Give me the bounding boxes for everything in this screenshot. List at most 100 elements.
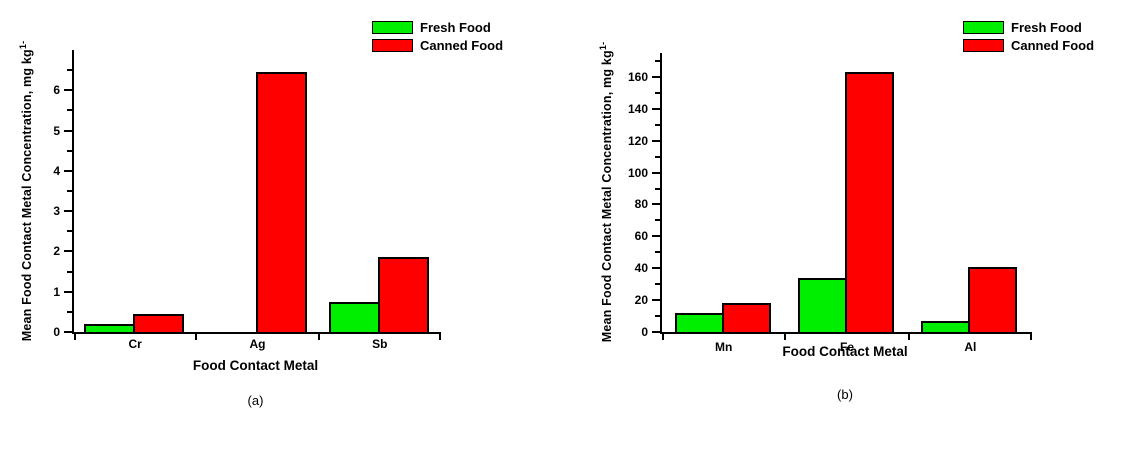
x-tick: [907, 332, 910, 340]
y-tick-label: 0: [641, 325, 648, 339]
legend-item-canned-food: Canned Food: [372, 39, 503, 52]
y-minor-tick: [655, 283, 660, 286]
chart-panel-a: Mean Food Contact Metal Concentration, m…: [17, 21, 503, 408]
plot-area-b: 0 20 40 60 80 100 120 140 160 Mn Fe Al: [628, 53, 1032, 354]
y-tick-label: 140: [627, 101, 648, 116]
legend-swatch-canned-food: [372, 39, 413, 52]
y-minor-tick: [655, 91, 660, 94]
y-minor-tick: [67, 270, 72, 273]
y-tick-label: 100: [627, 165, 648, 180]
y-axis-title-text: Mean Food Contact Metal Concentration, m…: [20, 49, 34, 342]
x-category-label: Sb: [372, 337, 388, 351]
y-tick-label: 60: [634, 229, 648, 244]
legend-b: Fresh Food Canned Food: [963, 21, 1094, 57]
y-major-tick: [64, 169, 72, 172]
sb-canned-food-bar: [378, 257, 429, 332]
y-axis-title-text: Mean Food Contact Metal Concentration, m…: [600, 50, 614, 343]
legend-item-canned-food: Canned Food: [963, 39, 1094, 52]
x-tick: [1030, 332, 1032, 340]
y-minor-tick: [67, 69, 72, 72]
y-major-tick: [652, 235, 660, 238]
y-minor-tick: [655, 123, 660, 126]
al-canned-food-bar: [968, 267, 1017, 332]
x-tick: [784, 332, 787, 340]
x-category-label: Mn: [714, 340, 733, 354]
y-major-tick: [64, 331, 72, 333]
y-minor-tick: [655, 155, 660, 158]
x-category-label: Fe: [839, 340, 855, 354]
y-major-tick: [64, 290, 72, 293]
y-tick-label: 2: [53, 244, 60, 259]
x-category-label: Cr: [128, 337, 142, 351]
y-major-tick: [652, 171, 660, 174]
legend-item-fresh-food: Fresh Food: [372, 21, 503, 34]
y-tick-label: 80: [634, 197, 648, 212]
y-axis-title: Mean Food Contact Metal Concentration, m…: [17, 40, 34, 342]
legend-item-fresh-food: Fresh Food: [963, 21, 1094, 34]
y-major-tick: [64, 250, 72, 253]
x-category-label: Al: [964, 340, 977, 354]
fe-canned-food-bar: [845, 72, 894, 332]
y-tick-label: 5: [53, 123, 60, 138]
y-tick-label: 3: [53, 204, 60, 219]
mn-fresh-food-bar: [675, 313, 724, 332]
y-tick-label: 0: [53, 325, 60, 339]
panel-caption-b: (b): [837, 387, 853, 402]
y-major-tick: [652, 75, 660, 78]
x-tick: [317, 332, 320, 340]
y-major-tick: [652, 203, 660, 206]
y-major-tick: [64, 129, 72, 132]
y-tick-label: 1: [53, 284, 60, 299]
y-tick-label: 6: [53, 83, 60, 98]
y-major-tick: [652, 139, 660, 142]
y-minor-tick: [67, 149, 72, 152]
cr-canned-food-bar: [133, 314, 184, 332]
y-tick-label: 20: [634, 293, 648, 308]
mn-canned-food-bar: [722, 303, 771, 332]
x-axis-title-b: Food Contact Metal: [782, 344, 908, 359]
panel-caption-a: (a): [247, 393, 264, 408]
y-major-tick: [652, 267, 660, 270]
y-tick-label: 160: [627, 69, 648, 84]
y-axis-title-superscript: 1-: [597, 41, 608, 51]
legend-label-fresh-food: Fresh Food: [1011, 20, 1082, 35]
ag-canned-food-bar: [256, 72, 307, 332]
legend-a: Fresh Food Canned Food: [372, 21, 503, 57]
y-minor-tick: [67, 190, 72, 192]
y-minor-tick: [67, 109, 72, 112]
y-major-tick: [64, 210, 72, 213]
y-minor-tick: [67, 230, 72, 233]
cr-fresh-food-bar: [84, 324, 135, 332]
plot-area-a: 0 1 2 3 4 5 6 Cr Ag Sb: [53, 50, 441, 351]
legend-label-fresh-food: Fresh Food: [420, 20, 491, 35]
y-minor-tick: [655, 315, 660, 318]
y-major-tick: [652, 299, 660, 302]
y-tick-label: 120: [627, 133, 648, 148]
legend-swatch-fresh-food: [372, 21, 413, 34]
x-tick: [195, 332, 198, 340]
y-axis-title-superscript: 1-: [17, 40, 28, 50]
y-axis-title: Mean Food Contact Metal Concentration, m…: [597, 41, 614, 343]
sb-fresh-food-bar: [329, 302, 380, 332]
y-minor-tick: [67, 310, 72, 313]
y-minor-tick: [655, 219, 660, 222]
y-tick-label: 4: [53, 163, 60, 178]
chart-panel-b: Mean Food Contact Metal Concentration, m…: [567, 0, 1134, 460]
legend-swatch-canned-food: [963, 39, 1004, 52]
legend-swatch-fresh-food: [963, 21, 1004, 34]
y-minor-tick: [655, 251, 660, 254]
y-minor-tick: [655, 187, 660, 190]
y-major-tick: [652, 331, 660, 333]
legend-label-canned-food: Canned Food: [1011, 38, 1095, 53]
y-minor-tick: [655, 59, 660, 62]
fe-fresh-food-bar: [798, 278, 847, 332]
y-major-tick: [652, 107, 660, 110]
al-fresh-food-bar: [921, 321, 970, 332]
x-tick: [74, 332, 76, 340]
legend-label-canned-food: Canned Food: [420, 38, 504, 53]
x-category-label: Ag: [249, 337, 266, 351]
x-tick: [439, 332, 441, 340]
x-tick: [662, 332, 664, 340]
y-tick-label: 40: [634, 261, 648, 276]
x-axis-title-a: Food Contact Metal: [192, 358, 319, 373]
